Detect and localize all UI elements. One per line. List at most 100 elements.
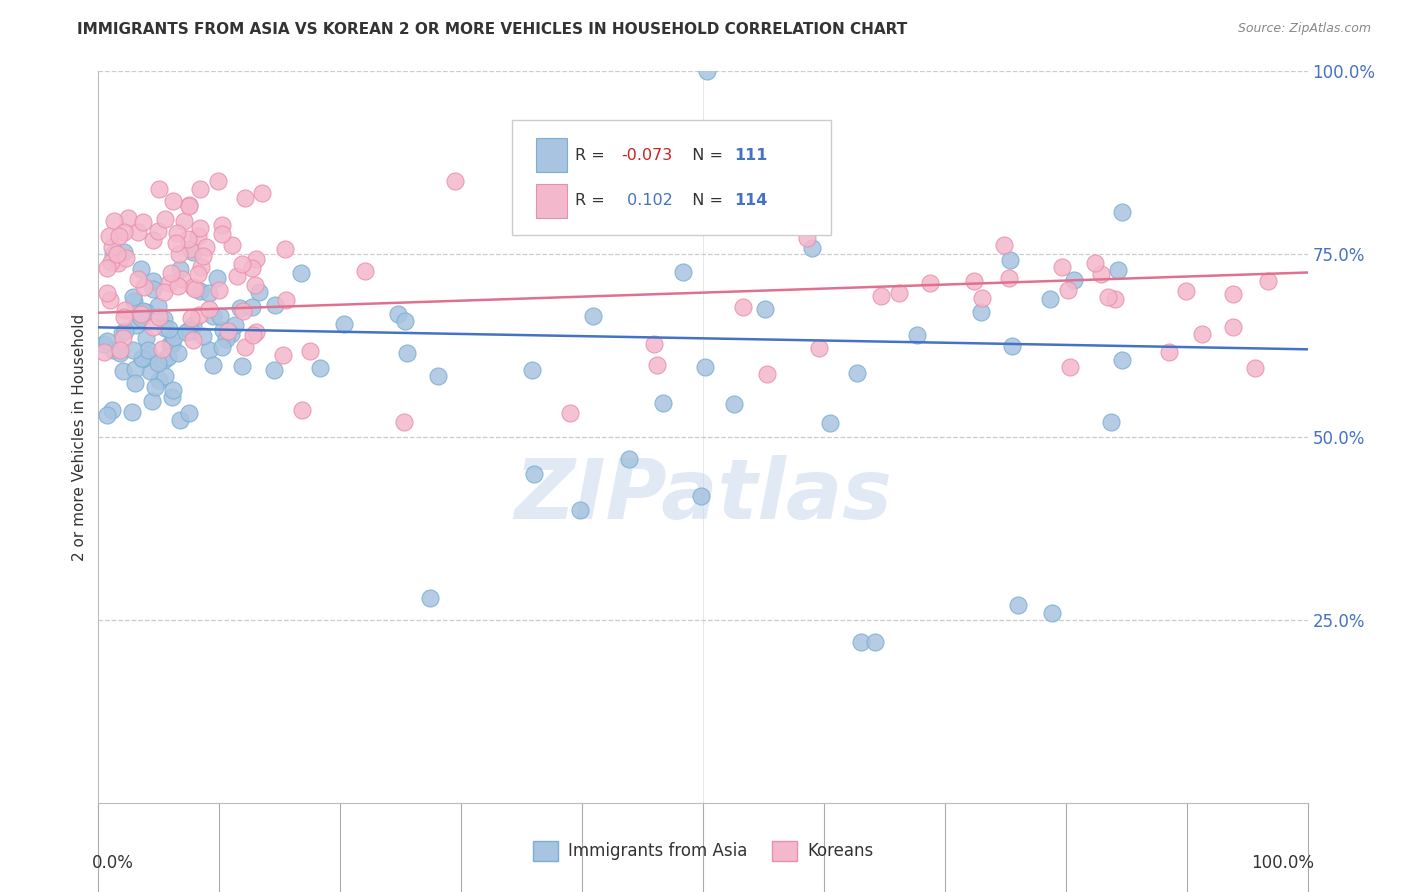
Point bbox=[645, 358, 668, 372]
Point bbox=[1159, 345, 1181, 359]
Point bbox=[1001, 339, 1024, 353]
Point bbox=[96, 286, 118, 301]
Point bbox=[115, 251, 138, 265]
Point bbox=[163, 330, 186, 344]
Point bbox=[263, 362, 285, 376]
Point bbox=[998, 253, 1021, 268]
Point bbox=[177, 198, 200, 212]
Point bbox=[131, 304, 153, 318]
Point bbox=[217, 324, 239, 338]
Point bbox=[870, 289, 893, 303]
Point bbox=[394, 314, 416, 328]
Point bbox=[143, 380, 166, 394]
Point bbox=[195, 240, 218, 254]
Point bbox=[179, 242, 201, 256]
Point bbox=[224, 318, 246, 333]
Point bbox=[617, 452, 640, 467]
Point bbox=[920, 277, 942, 291]
Point bbox=[274, 293, 297, 307]
Text: 0.102: 0.102 bbox=[621, 194, 672, 209]
Point bbox=[1007, 599, 1029, 613]
Point bbox=[188, 220, 211, 235]
Point bbox=[801, 241, 824, 255]
Point bbox=[148, 299, 170, 313]
Point bbox=[208, 309, 231, 323]
Point bbox=[165, 235, 187, 250]
Point bbox=[786, 137, 808, 152]
Point bbox=[177, 198, 200, 212]
Point bbox=[231, 257, 253, 271]
Point bbox=[180, 324, 202, 338]
Point bbox=[219, 326, 242, 341]
Point bbox=[232, 303, 254, 318]
Point bbox=[114, 303, 136, 318]
Point bbox=[157, 322, 180, 336]
Point bbox=[444, 174, 467, 188]
Point bbox=[153, 285, 176, 300]
Point bbox=[157, 350, 180, 364]
Text: N =: N = bbox=[682, 147, 728, 162]
Point bbox=[197, 302, 219, 317]
Point bbox=[141, 394, 163, 409]
Point bbox=[202, 359, 225, 373]
Text: IMMIGRANTS FROM ASIA VS KOREAN 2 OR MORE VEHICLES IN HOUSEHOLD CORRELATION CHART: IMMIGRANTS FROM ASIA VS KOREAN 2 OR MORE… bbox=[77, 22, 908, 37]
Point bbox=[643, 336, 665, 351]
Point bbox=[181, 244, 204, 259]
Point bbox=[142, 274, 165, 288]
Point bbox=[1191, 327, 1213, 342]
Point bbox=[568, 503, 591, 517]
Point bbox=[105, 246, 128, 260]
Point bbox=[160, 337, 183, 351]
Point bbox=[177, 407, 200, 421]
Point bbox=[129, 307, 152, 321]
Point bbox=[395, 346, 418, 360]
Legend: Immigrants from Asia, Koreans: Immigrants from Asia, Koreans bbox=[526, 834, 880, 868]
Point bbox=[845, 366, 868, 380]
Point bbox=[690, 489, 713, 503]
Point bbox=[155, 320, 177, 334]
Text: 114: 114 bbox=[734, 194, 768, 209]
Point bbox=[696, 64, 718, 78]
Point bbox=[135, 331, 157, 345]
Point bbox=[887, 285, 910, 300]
Point bbox=[188, 182, 211, 196]
Point bbox=[157, 277, 180, 291]
Point bbox=[93, 336, 115, 351]
Point bbox=[1104, 293, 1126, 307]
Point bbox=[146, 356, 169, 370]
Point bbox=[242, 328, 264, 343]
Point bbox=[1175, 284, 1198, 298]
Point bbox=[134, 279, 156, 293]
Point bbox=[124, 376, 146, 391]
Point bbox=[1063, 273, 1085, 287]
Point bbox=[970, 305, 993, 319]
Point bbox=[181, 280, 204, 294]
Point bbox=[169, 262, 191, 277]
Point bbox=[723, 397, 745, 411]
Point bbox=[132, 215, 155, 229]
Point bbox=[1111, 353, 1133, 368]
Point bbox=[131, 352, 153, 367]
Point bbox=[205, 271, 228, 285]
Point bbox=[212, 323, 235, 337]
Point bbox=[131, 351, 153, 365]
Point bbox=[718, 196, 741, 211]
Point bbox=[1107, 263, 1129, 277]
Point bbox=[169, 413, 191, 427]
Point bbox=[211, 340, 233, 354]
Point bbox=[215, 332, 238, 346]
Point bbox=[153, 212, 176, 227]
Point bbox=[173, 214, 195, 228]
Point bbox=[672, 265, 695, 279]
Point bbox=[193, 249, 215, 263]
Point bbox=[122, 343, 145, 357]
Point bbox=[112, 225, 135, 239]
Point bbox=[167, 279, 190, 293]
Point bbox=[274, 242, 297, 256]
Point bbox=[243, 277, 266, 292]
Point bbox=[150, 342, 173, 356]
Point bbox=[1057, 283, 1080, 297]
Point bbox=[298, 343, 321, 358]
Point bbox=[523, 467, 546, 481]
Point bbox=[188, 308, 211, 322]
